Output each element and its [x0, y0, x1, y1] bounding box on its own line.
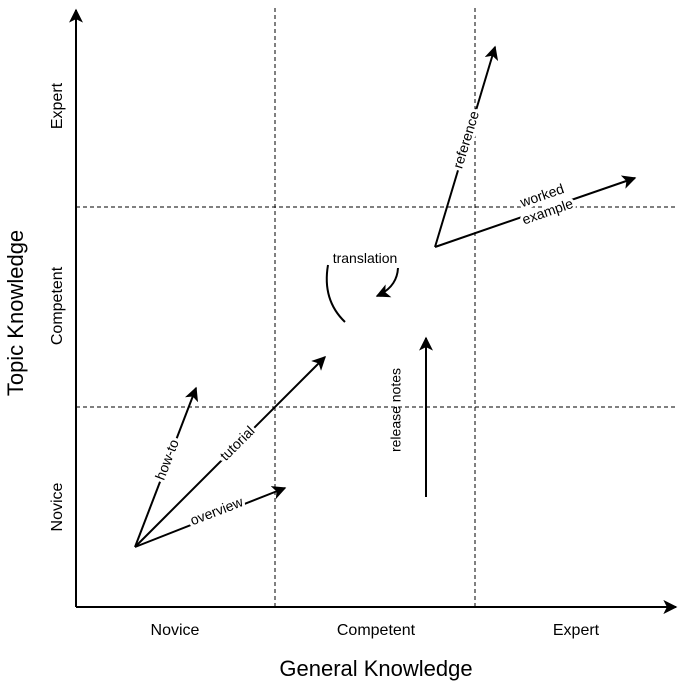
label-tutorial: tutorial: [217, 423, 258, 464]
x-tick-novice: Novice: [151, 622, 200, 639]
x-tick-competent: Competent: [337, 622, 416, 639]
arrow-reference: [434, 45, 499, 248]
x-axis-title: General Knowledge: [279, 656, 472, 681]
arrow-labels: how-to tutorial overview translation rel…: [149, 106, 579, 531]
label-overview: overview: [188, 493, 246, 528]
y-tick-novice: Novice: [49, 482, 66, 531]
label-reference: reference: [449, 109, 482, 170]
label-translation: translation: [333, 250, 398, 266]
grid-lines: [76, 8, 676, 607]
label-how-to: how-to: [152, 437, 182, 482]
arrow-tutorial: [134, 356, 326, 548]
arrow-translation: [375, 267, 399, 298]
arrow-how-to: [134, 386, 199, 548]
x-tick-expert: Expert: [553, 622, 600, 639]
arrow-worked-example: [434, 175, 637, 248]
label-release-notes: release notes: [388, 368, 404, 452]
y-tick-expert: Expert: [49, 82, 66, 129]
y-axis-title: Topic Knowledge: [3, 230, 28, 396]
curve-translation: [325, 264, 346, 323]
y-tick-competent: Competent: [49, 266, 66, 345]
arrow-overview: [134, 486, 287, 548]
